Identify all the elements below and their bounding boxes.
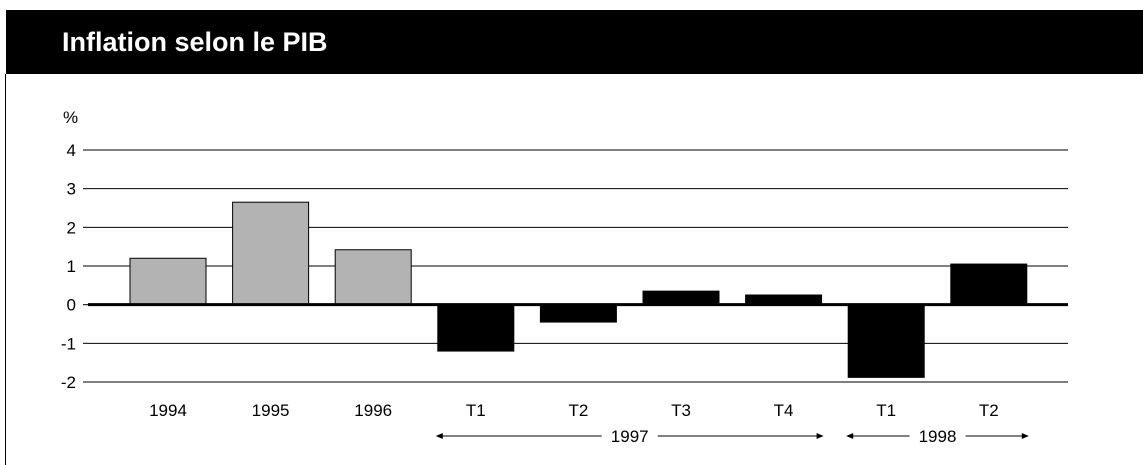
y-tick-labels: 4 3 2 1 0 -1 -2	[61, 141, 76, 392]
y-tick-label: 4	[67, 141, 76, 160]
group-label: 1997	[611, 427, 649, 446]
x-tick-label: T1	[466, 401, 486, 420]
x-tick-labels: 1994 1995 1996 T1 T2 T3 T4 T1 T2	[149, 401, 999, 420]
title-bar: Inflation selon le PIB	[6, 10, 1143, 74]
bar	[232, 201, 310, 306]
arrowhead-left	[435, 433, 443, 439]
y-tick-label: 1	[67, 257, 76, 276]
y-tick-label: 3	[67, 180, 76, 199]
x-tick-label: T3	[671, 401, 691, 420]
bar	[129, 257, 207, 306]
x-tick-label: T1	[876, 401, 896, 420]
year-groups: 1997 1998	[435, 427, 1029, 446]
y-tick-label: -2	[61, 373, 76, 392]
frame-left-border	[5, 74, 6, 465]
x-tick-label: T2	[568, 401, 588, 420]
x-tick-label: T4	[774, 401, 794, 420]
chart-title: Inflation selon le PIB	[62, 27, 328, 57]
x-tick-label: 1995	[252, 401, 290, 420]
y-tick-label: -1	[61, 334, 76, 353]
bars	[129, 201, 1028, 378]
bar	[437, 304, 515, 352]
bar	[847, 304, 925, 378]
x-tick-label: 1994	[149, 401, 187, 420]
y-axis-label: %	[63, 108, 78, 127]
bar	[950, 263, 1028, 306]
bar	[642, 290, 720, 306]
x-tick-label: T2	[979, 401, 999, 420]
arrowhead-right	[816, 433, 824, 439]
arrowhead-left	[846, 433, 854, 439]
bar	[539, 304, 617, 323]
y-tick-label: 2	[67, 218, 76, 237]
bar	[334, 249, 412, 306]
x-tick-label: 1996	[354, 401, 392, 420]
arrowhead-right	[1021, 433, 1029, 439]
group-label: 1998	[919, 427, 957, 446]
y-tick-label: 0	[67, 296, 76, 315]
